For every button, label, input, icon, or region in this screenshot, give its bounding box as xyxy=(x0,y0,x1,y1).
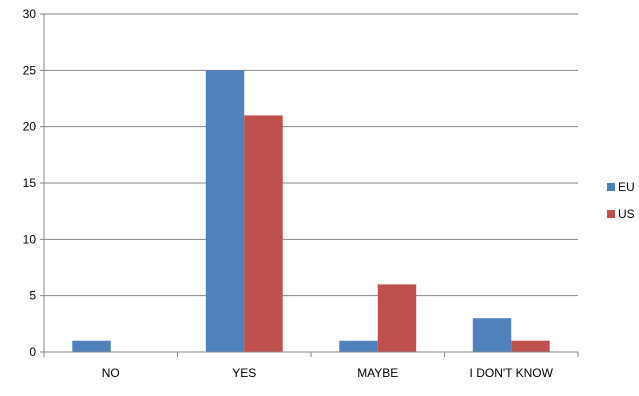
legend-label-eu: EU xyxy=(618,180,635,194)
legend-swatch-eu xyxy=(607,183,615,191)
bar-eu-1 xyxy=(205,70,245,352)
y-tick-label: 5 xyxy=(29,289,36,303)
x-tick-label: I DON'T KNOW xyxy=(470,366,554,380)
bar-us-1 xyxy=(244,115,283,353)
legend-swatch-us xyxy=(607,210,615,218)
x-tick-label: NO xyxy=(102,366,120,380)
y-tick-label: 30 xyxy=(23,7,37,21)
x-tick-label: YES xyxy=(232,366,256,380)
axes xyxy=(40,13,579,357)
bar-eu-2 xyxy=(339,340,378,352)
bar-us-3 xyxy=(511,340,550,352)
bar-us-2 xyxy=(377,284,417,352)
y-tick-label: 0 xyxy=(29,345,36,359)
y-tick-label: 25 xyxy=(23,63,37,77)
y-tick-label: 15 xyxy=(23,176,37,190)
y-tick-label: 20 xyxy=(23,120,37,134)
x-tick-labels: NO YES MAYBE I DON'T KNOW xyxy=(102,366,554,380)
y-tick-label: 10 xyxy=(23,232,37,246)
y-tick-labels: 0 5 10 15 20 25 30 xyxy=(23,7,37,359)
legend: EU US xyxy=(607,180,635,221)
bar-eu-0 xyxy=(72,340,111,352)
legend-label-us: US xyxy=(618,207,635,221)
bars xyxy=(72,70,550,353)
bar-eu-3 xyxy=(472,318,512,352)
gridlines xyxy=(44,13,578,297)
x-tick-label: MAYBE xyxy=(357,366,398,380)
